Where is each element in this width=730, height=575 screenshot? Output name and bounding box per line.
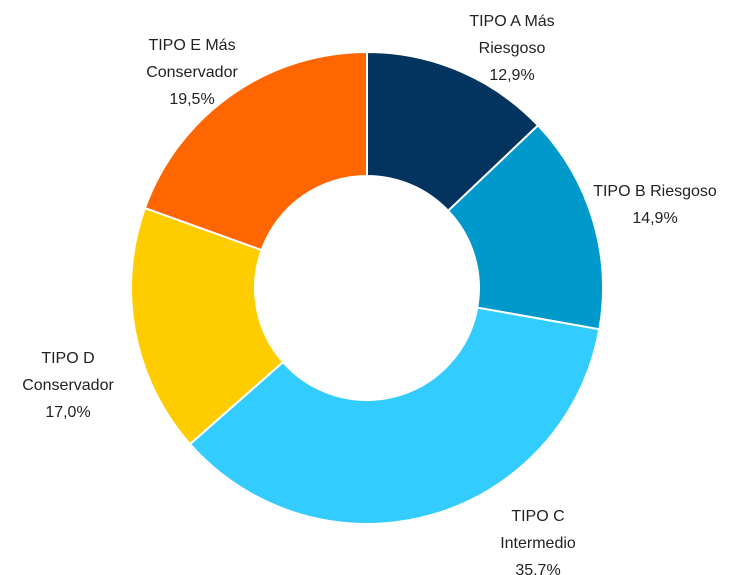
value-label: 19,5% (169, 91, 215, 108)
category-name: TIPO A Más Riesgoso (469, 13, 555, 57)
value-label: 17,0% (45, 404, 91, 421)
slice-label: TIPO E Más Conservador 19,5% (136, 32, 248, 113)
slice-label: TIPO B Riesgoso 14,9% (570, 178, 730, 232)
category-name: TIPO E Más Conservador (146, 37, 238, 81)
slice-label: TIPO D Conservador 17,0% (12, 345, 124, 426)
category-name: TIPO D Conservador (22, 350, 114, 394)
slice-label: TIPO C Intermedio 35,7% (492, 503, 584, 575)
value-label: 35,7% (515, 562, 561, 575)
donut-slice (188, 306, 601, 525)
value-label: 12,9% (489, 67, 535, 84)
value-label: 14,9% (632, 210, 678, 227)
slice-label: TIPO A Más Riesgoso 12,9% (456, 8, 568, 89)
donut-slice (130, 206, 285, 446)
donut-slice (446, 123, 604, 331)
donut-slice (143, 50, 368, 252)
category-name: TIPO B Riesgoso (593, 183, 717, 200)
category-name: TIPO C Intermedio (500, 508, 576, 552)
